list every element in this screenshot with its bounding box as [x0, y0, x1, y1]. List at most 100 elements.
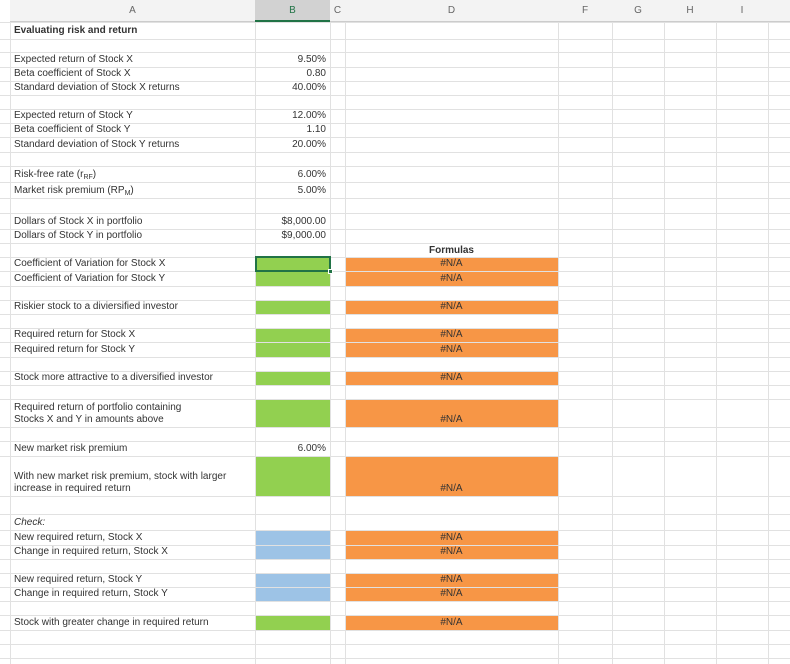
grid-line	[0, 52, 790, 53]
label-text: New market risk premium	[14, 443, 128, 454]
row-label: Required return of portfolio containing S…	[14, 402, 181, 426]
row-label: Standard deviation of Stock Y returns	[14, 139, 179, 151]
label-text: New required return, Stock Y	[14, 574, 143, 585]
grid-line	[0, 243, 790, 244]
formula-text: #N/A	[440, 372, 463, 383]
row-label: Risk-free rate (rRF)	[14, 169, 96, 181]
input-cell	[256, 343, 330, 357]
label-line: Coefficient of Variation for Stock X	[14, 258, 165, 270]
formula-cell	[346, 457, 558, 496]
label-line: Expected return of Stock Y	[14, 110, 133, 122]
input-cell	[256, 531, 330, 545]
grid-line	[0, 601, 790, 602]
input-cell	[256, 616, 330, 630]
label-line: Risk-free rate (rRF)	[14, 169, 96, 181]
grid-line	[0, 314, 790, 315]
input-cell	[256, 546, 330, 559]
grid-line	[0, 328, 790, 329]
label-line: Change in required return, Stock Y	[14, 588, 168, 600]
formula-text: #N/A	[440, 532, 463, 543]
input-cell	[256, 258, 330, 271]
label-line: increase in required return	[14, 483, 226, 495]
input-cell	[256, 301, 330, 314]
input-cell	[256, 329, 330, 342]
label-line: Check:	[14, 517, 45, 529]
grid-line	[0, 514, 790, 515]
formula-text: #N/A	[440, 273, 463, 284]
formula-text: #N/A	[440, 258, 463, 269]
grid-line	[0, 427, 790, 428]
grid-line	[255, 0, 256, 664]
value: $9,000.00	[281, 230, 327, 241]
input-cell	[256, 372, 330, 385]
formula-cell	[346, 588, 558, 601]
grid-line	[0, 152, 790, 153]
formula-cell	[346, 272, 558, 286]
grid-line	[0, 182, 790, 183]
label-line: Dollars of Stock Y in portfolio	[14, 230, 142, 242]
grid-line	[0, 39, 790, 40]
label-line: Stocks X and Y in amounts above	[14, 414, 181, 426]
grid-line	[0, 399, 790, 400]
label-text: Required return for Stock X	[14, 329, 136, 340]
label-text: Coefficient of Variation for Stock X	[14, 258, 166, 269]
column-header: G	[612, 0, 664, 22]
label-text: Expected return of Stock Y	[14, 110, 133, 121]
input-cell	[256, 272, 330, 286]
grid-line	[0, 286, 790, 287]
label-text: Standard deviation of Stock X returns	[14, 82, 180, 93]
label-text: Risk-free rate (r	[14, 169, 84, 180]
value: 5.00%	[297, 185, 326, 196]
label-subscript: M	[124, 190, 131, 197]
column-header: H	[664, 0, 716, 22]
grid-line	[0, 615, 790, 616]
grid-line	[0, 456, 790, 457]
label-line: New required return, Stock X	[14, 532, 142, 544]
grid-line	[0, 198, 790, 199]
grid-line	[0, 257, 790, 258]
label-end: )	[130, 185, 134, 196]
grid-line	[0, 67, 790, 68]
grid-line	[0, 559, 790, 560]
fill-handle	[328, 269, 333, 274]
label-line: Stock more attractive to a diversified i…	[14, 372, 213, 384]
row-label: Stock with greater change in required re…	[14, 617, 209, 629]
label-line: New market risk premium	[14, 443, 127, 455]
label-line: Standard deviation of Stock X returns	[14, 82, 180, 94]
label-line: Stock with greater change in required re…	[14, 617, 209, 629]
row-label: Change in required return, Stock X	[14, 546, 168, 558]
label-line: Required return for Stock X	[14, 329, 135, 341]
label-line: Standard deviation of Stock Y returns	[14, 139, 179, 151]
formula-text: #N/A	[440, 483, 463, 494]
label-text: Stock with greater change in required re…	[14, 617, 209, 628]
value: 1.10	[306, 124, 326, 135]
formula-text: #N/A	[440, 344, 463, 355]
selected-cell	[255, 256, 331, 272]
grid-line	[0, 109, 790, 110]
column-header: A	[10, 0, 255, 22]
grid-line	[0, 123, 790, 124]
label-text: Beta coefficient of Stock X	[14, 68, 131, 79]
grid-line	[664, 0, 665, 664]
label-text: Dollars of Stock Y in portfolio	[14, 230, 143, 241]
row-label: Check:	[14, 517, 45, 529]
label-line: Riskier stock to a diviersified investor	[14, 301, 178, 313]
grid-line	[0, 658, 790, 659]
grid-line	[0, 229, 790, 230]
column-header: C	[330, 0, 345, 22]
grid-line	[345, 0, 346, 664]
grid-line	[0, 300, 790, 301]
row-label: Required return for Stock X	[14, 329, 135, 341]
label-text: Required return of portfolio containing	[14, 402, 182, 413]
grid-line	[330, 0, 331, 664]
row-label: Coefficient of Variation for Stock X	[14, 258, 165, 270]
row-label: With new market risk premium, stock with…	[14, 471, 226, 495]
label-text: New required return, Stock X	[14, 532, 143, 543]
formulas-header: Formulas	[428, 245, 474, 256]
label-text: Stocks X and Y in amounts above	[14, 414, 164, 425]
grid-line	[612, 0, 613, 664]
label-line: With new market risk premium, stock with…	[14, 471, 226, 483]
input-cell	[256, 574, 330, 587]
value: 20.00%	[292, 139, 326, 150]
label-line: New required return, Stock Y	[14, 574, 142, 586]
